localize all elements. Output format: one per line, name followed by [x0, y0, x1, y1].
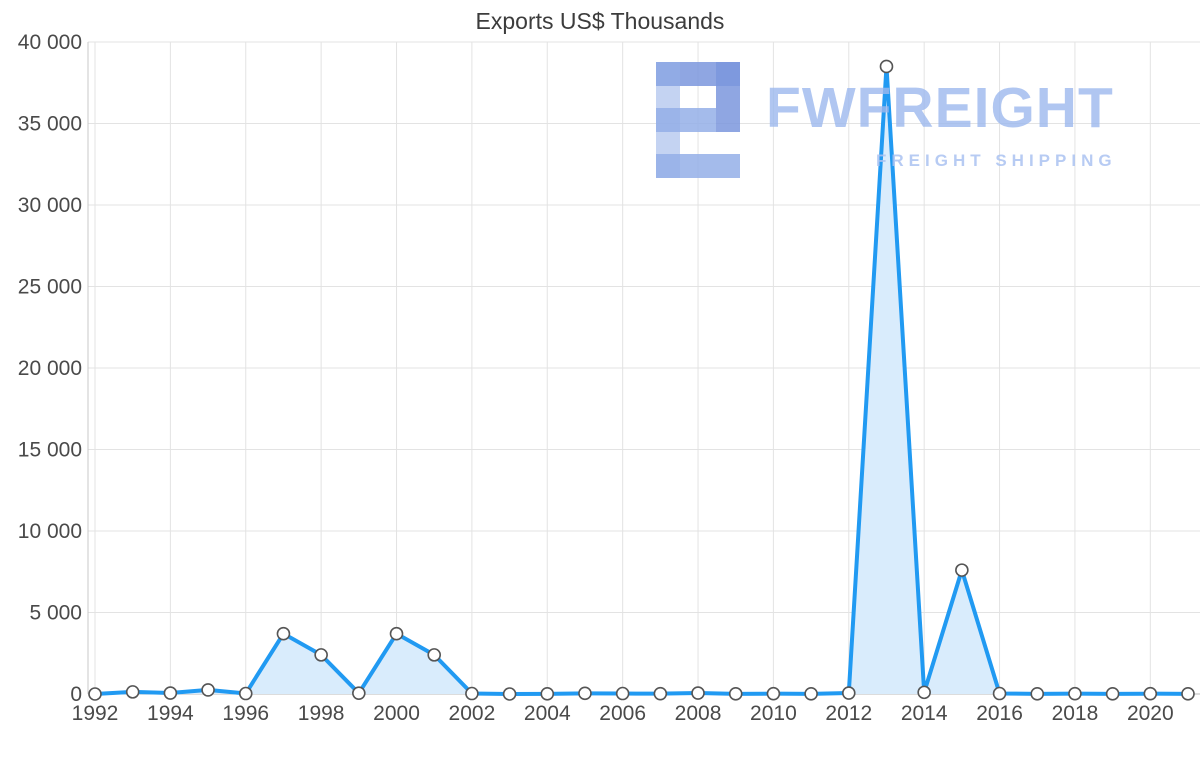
data-point-marker	[1143, 686, 1158, 701]
data-point-marker	[1181, 687, 1195, 701]
data-point-marker	[992, 686, 1007, 701]
data-point-marker	[88, 687, 102, 701]
data-point-marker	[1068, 686, 1082, 701]
data-point-marker	[502, 687, 517, 701]
y-tick-label: 35 000	[18, 113, 82, 136]
x-tick-label: 2010	[750, 702, 797, 725]
x-tick-label: 2014	[901, 702, 948, 725]
x-tick-label: 2018	[1052, 702, 1099, 725]
chart-title: Exports US$ Thousands	[475, 8, 725, 34]
data-point-marker	[917, 685, 931, 700]
x-tick-label: 1996	[222, 702, 269, 725]
y-tick-label: 10 000	[18, 520, 82, 543]
y-tick-label: 5 000	[29, 602, 82, 625]
exports-line	[93, 64, 1190, 696]
exports-area-fill	[95, 66, 1188, 694]
data-point-marker	[728, 687, 743, 701]
x-tick-label: 2004	[524, 702, 571, 725]
data-point-marker	[955, 563, 969, 577]
data-point-marker	[578, 686, 592, 701]
y-tick-label: 30 000	[18, 194, 82, 217]
x-tick-label: 2016	[976, 702, 1023, 725]
data-point-marker	[389, 626, 404, 641]
y-tick-label: 25 000	[18, 276, 82, 299]
x-tick-label: 1992	[72, 702, 119, 725]
x-tick-label: 2008	[675, 702, 722, 725]
data-point-marker	[804, 687, 818, 701]
data-point-marker	[691, 686, 705, 700]
x-tick-label: 2002	[449, 702, 496, 725]
data-point-marker	[615, 686, 630, 701]
x-tick-label: 1998	[298, 702, 345, 725]
data-point-marker	[841, 686, 856, 700]
data-point-marker	[238, 686, 253, 701]
x-tick-label: 2006	[599, 702, 646, 725]
y-tick-label: 15 000	[18, 439, 82, 462]
data-point-marker	[314, 648, 328, 662]
data-point-marker	[276, 626, 291, 641]
data-point-marker	[465, 686, 479, 701]
y-tick-label: 40 000	[18, 31, 82, 54]
data-point-marker	[163, 686, 178, 700]
x-tick-label: 2000	[373, 702, 420, 725]
data-point-marker	[766, 686, 781, 701]
data-point-marker	[540, 687, 555, 701]
data-point-marker	[653, 686, 668, 701]
x-tick-label: 1994	[147, 702, 194, 725]
data-point-marker	[1105, 687, 1120, 701]
data-point-marker	[125, 685, 140, 699]
data-point-marker	[427, 648, 442, 662]
data-point-marker	[201, 683, 215, 697]
data-point-marker	[879, 59, 894, 74]
x-tick-label: 2012	[825, 702, 872, 725]
data-point-marker	[352, 686, 366, 700]
data-point-marker	[1030, 687, 1045, 701]
y-tick-label: 20 000	[18, 357, 82, 380]
y-tick-label: 0	[70, 683, 82, 706]
x-tick-label: 2020	[1127, 702, 1174, 725]
